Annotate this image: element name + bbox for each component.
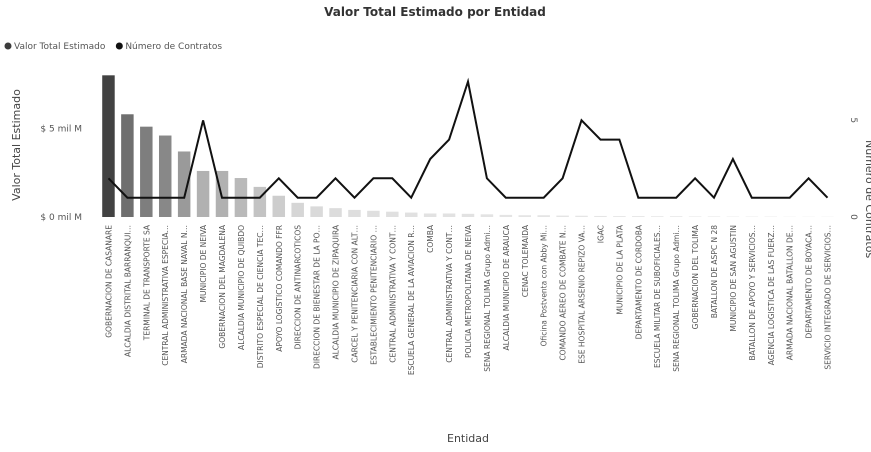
x-tick-label: CARCEL Y PENITENCIARIA CON ALT… (350, 225, 359, 363)
bar (367, 210, 380, 217)
bar (707, 216, 721, 217)
x-tick-label: ESE HOSPITAL ARSENIO REPIZO VA… (578, 225, 587, 364)
bar (423, 213, 437, 217)
x-tick-label: DISTRITO ESPECIAL DE CIENCIA TEC… (256, 225, 265, 368)
bar (348, 209, 361, 217)
x-tick-label: MUNICIPIO DE LA PLATA (615, 224, 624, 314)
x-tick-label: SENA REGIONAL TOLIMA Grupo Admi… (483, 225, 492, 372)
bar (291, 202, 304, 217)
x-tick-label: ESCUELA MILITAR DE SUBOFICIALES… (653, 225, 662, 368)
legend-label: Número de Contratos (125, 42, 222, 52)
x-tick-label: CENTRAL ADMINISTRATIVA Y CONT… (445, 225, 454, 363)
y2-tick-label: 0 (848, 214, 858, 220)
x-tick-label: GOBERNACION DEL TOLIMA (691, 224, 700, 329)
x-tick-label: COMANDO AEREO DE COMBATE N… (559, 225, 568, 361)
bar (140, 126, 153, 217)
y2-tick-label: 5 (848, 117, 858, 123)
legend-label: Valor Total Estimado (14, 42, 106, 52)
bar (669, 216, 683, 217)
bar (442, 213, 456, 217)
x-tick-label: APOYO LOGISTICO COMANDO FFR (275, 225, 284, 352)
x-tick-label: ESTABLECIMIENTO PENITENCIARIO … (369, 225, 378, 365)
x-tick-label: ALCALDIA MUNICIPIO DE ZIPAQUIRA (332, 224, 341, 359)
bar (310, 206, 323, 217)
bar (329, 208, 342, 217)
x-tick-label: DIRECCION DE BIENESTAR DE LA PO… (313, 225, 322, 369)
bar (594, 215, 607, 217)
bar (499, 214, 513, 217)
x-tick-label: ALCALDIA MUNICIPIO DE QUIBDO (237, 225, 246, 350)
x-tick-label: CENTRAL ADMINISTRATIVA ESPECIA… (161, 225, 170, 366)
bar (102, 75, 115, 217)
x-tick-label: ESCUELA GENERAL DE LA AVIACION R… (407, 225, 416, 375)
bar (688, 216, 702, 217)
bar (537, 215, 550, 217)
bar (632, 216, 645, 217)
x-tick-label: ALCALDIA MUNICIPIO DE ARAUCA (502, 224, 511, 350)
x-tick-label: DEPARTAMENTO DE CORDOBA (634, 224, 643, 339)
x-tick-label: DIRECCION DE ANTINARCOTICOS (294, 225, 303, 350)
x-tick-label: ALCALDIA DISTRITAL BARRANQUI… (123, 225, 132, 357)
bar (253, 186, 267, 217)
x-tick-label: TERMINAL DE TRANSPORTE SA (142, 224, 151, 341)
bar (386, 211, 399, 217)
bar (158, 135, 172, 217)
legend-marker (115, 42, 123, 50)
x-tick-label: GOBERNACION DEL MAGDALENA (218, 224, 227, 348)
x-tick-label: MUNICIPIO DE NEIVA (199, 224, 208, 302)
x-tick-label: GOBERNACION DE CASANARE (104, 225, 113, 338)
bar (121, 114, 134, 217)
x-tick-label: POLICIA METROPOLITANA DE NEIVA (464, 224, 473, 358)
bar (272, 195, 286, 217)
x-tick-label: COMBA (426, 224, 435, 253)
line (107, 77, 829, 200)
x-tick-label: CENAC TOLEMAIDA (521, 224, 530, 297)
x-tick-label: IGAC (596, 225, 605, 243)
x-tick-label: MUNICIPIO DE SAN AGUSTIN (729, 225, 738, 332)
bar (650, 216, 664, 217)
y-tick-label: $ 5 mil M (40, 124, 82, 134)
y2-axis-label: Número de Contratos (863, 140, 871, 258)
bar (404, 212, 418, 217)
bar (518, 215, 532, 217)
bar (575, 215, 588, 217)
x-axis-label: Entidad (447, 432, 489, 445)
bar (556, 215, 569, 217)
x-tick-label: DEPARTAMENTO DE BOYACA… (805, 225, 814, 338)
bar (461, 213, 475, 217)
legend-marker (4, 42, 12, 50)
y-tick-label: $ 0 mil M (40, 213, 82, 223)
x-tick-label: AGENCIA LOGISTICA DE LAS FUERZ… (767, 225, 776, 365)
x-tick-label: SERVICIO INTEGRADO DE SERVICIOS… (824, 225, 833, 370)
x-tick-label: SENA REGIONAL TOLIMA Grupo Admi… (672, 225, 681, 372)
bar (480, 214, 494, 217)
x-tick-label: CENTRAL ADMINISTRATIVA Y CONT… (388, 225, 397, 363)
x-tick-label: ARMADA NACIONAL BATALLON DE… (786, 225, 795, 360)
bar (177, 151, 191, 217)
y-axis-label: Valor Total Estimado (10, 89, 23, 201)
x-tick-label: BATALLON DE APOYO Y SERVICIOS… (748, 225, 757, 361)
x-tick-label: ARMADA NACIONAL BASE NAVAL N… (180, 225, 189, 363)
x-tick-label: BATALLON DE ASPC N 28 (710, 225, 719, 319)
bar (613, 216, 626, 217)
x-tick-label: Oficina Postventa con Abby Mi… (540, 225, 549, 346)
bar (196, 170, 210, 217)
chart-title: Valor Total Estimado por Entidad (324, 5, 546, 19)
